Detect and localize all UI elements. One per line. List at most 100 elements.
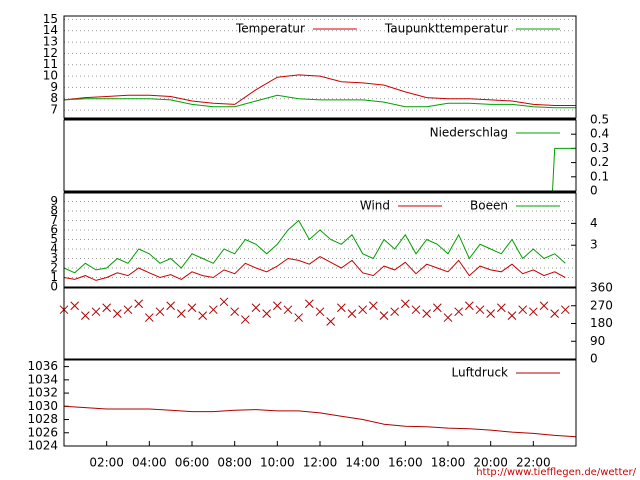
scatter-point <box>507 311 517 320</box>
footer-url: http://www.tiefflegen.de/wetter/ <box>476 467 636 478</box>
scatter-point <box>134 299 144 309</box>
y2-tick-label: 0.2 <box>590 155 609 169</box>
scatter-point <box>198 311 208 320</box>
scatter-point <box>560 305 570 315</box>
y2-tick-label: 4 <box>590 216 598 230</box>
y2-tick-label: 0 <box>590 184 598 198</box>
scatter-point <box>176 309 186 318</box>
legend-label: Luftdruck <box>451 366 508 380</box>
y-tick-label: 9 <box>50 80 58 94</box>
y-tick-label: 1 <box>50 270 58 284</box>
scatter-point <box>251 303 261 313</box>
scatter-point <box>262 309 272 318</box>
x-tick-label: 10:00 <box>260 456 295 470</box>
scatter-point <box>443 313 453 322</box>
y-tick-label: 1026 <box>27 425 58 439</box>
scatter-point <box>123 305 133 315</box>
scatter-point <box>539 301 549 311</box>
scatter-point <box>528 307 538 317</box>
scatter-point <box>102 303 112 313</box>
y2-tick-label: 90 <box>590 334 605 348</box>
scatter-point <box>219 297 229 307</box>
series-line <box>64 147 576 192</box>
y2-tick-label: 3 <box>590 238 598 252</box>
legend-label: Taupunkttemperatur <box>384 22 508 36</box>
scatter-point <box>80 311 90 320</box>
scatter-point <box>144 313 154 322</box>
y-tick-label: 10 <box>43 69 58 83</box>
series-line <box>63 256 566 281</box>
y-tick-label: 1034 <box>27 372 58 386</box>
y-tick-label: 6 <box>50 223 58 237</box>
scatter-point <box>550 309 560 318</box>
scatter-point <box>91 307 101 317</box>
scatter-point <box>272 301 282 311</box>
y2-tick-label: 180 <box>590 316 613 330</box>
legend-label: Wind <box>360 199 390 213</box>
y2-tick-label: 270 <box>590 298 613 312</box>
x-tick-label: 22:00 <box>516 456 551 470</box>
x-tick-label: 02:00 <box>89 456 124 470</box>
scatter-point <box>368 301 378 311</box>
scatter-point <box>240 315 250 324</box>
scatter-point <box>70 301 80 311</box>
x-tick-label: 18:00 <box>431 456 466 470</box>
series-line <box>63 74 576 106</box>
y-tick-label: 7 <box>50 213 58 227</box>
y-tick-label: 13 <box>43 35 58 49</box>
y2-tick-label: 0 <box>590 352 598 366</box>
scatter-point <box>283 305 293 315</box>
scatter-point <box>304 299 314 309</box>
y-tick-label: 2 <box>50 261 58 275</box>
y-tick-label: 1036 <box>27 359 58 373</box>
scatter-point <box>496 303 506 313</box>
scatter-point <box>166 301 176 311</box>
x-tick-label: 16:00 <box>388 456 423 470</box>
series-line <box>63 405 577 438</box>
scatter-point <box>315 307 325 317</box>
scatter-point <box>336 303 346 313</box>
scatter-point <box>422 309 432 318</box>
legend-label: Niederschlag <box>430 126 508 140</box>
y-tick-label: 14 <box>43 23 58 37</box>
scatter-point <box>518 305 528 315</box>
y-tick-label: 15 <box>43 12 58 26</box>
x-tick-label: 06:00 <box>175 456 210 470</box>
y2-tick-label: 0.4 <box>590 127 609 141</box>
scatter-point <box>230 307 240 317</box>
y-tick-label: 1030 <box>27 399 58 413</box>
scatter-point <box>326 317 336 326</box>
y-tick-label: 12 <box>43 46 58 60</box>
scatter-point <box>347 309 357 318</box>
scatter-point <box>155 307 165 317</box>
y-tick-label: 1024 <box>27 439 58 453</box>
x-tick-label: 14:00 <box>345 456 380 470</box>
scatter-point <box>464 301 474 311</box>
y-tick-label: 1032 <box>27 386 58 400</box>
x-tick-label: 08:00 <box>217 456 252 470</box>
plot-frame <box>63 359 577 447</box>
series-line <box>63 94 576 109</box>
scatter-point <box>294 313 304 322</box>
y-tick-label: 4 <box>50 242 58 256</box>
series-line <box>63 219 566 274</box>
x-tick-label: 20:00 <box>473 456 508 470</box>
x-tick-label: 04:00 <box>132 456 167 470</box>
plot-frame <box>63 287 577 360</box>
scatter-point <box>358 305 368 315</box>
scatter-point <box>112 309 122 318</box>
y-tick-label: 7 <box>50 103 58 117</box>
scatter-point <box>475 305 485 315</box>
x-tick-label: 12:00 <box>303 456 338 470</box>
scatter-point <box>208 305 218 315</box>
y-tick-label: 1028 <box>27 412 58 426</box>
scatter-point <box>454 307 464 317</box>
scatter-point <box>486 309 496 318</box>
legend-label: Boeen <box>470 199 508 213</box>
y-tick-label: 5 <box>50 232 58 246</box>
y-tick-label: 8 <box>50 204 58 218</box>
y-tick-label: 3 <box>50 251 58 265</box>
scatter-point <box>432 303 442 313</box>
y2-tick-label: 0.1 <box>590 169 609 183</box>
